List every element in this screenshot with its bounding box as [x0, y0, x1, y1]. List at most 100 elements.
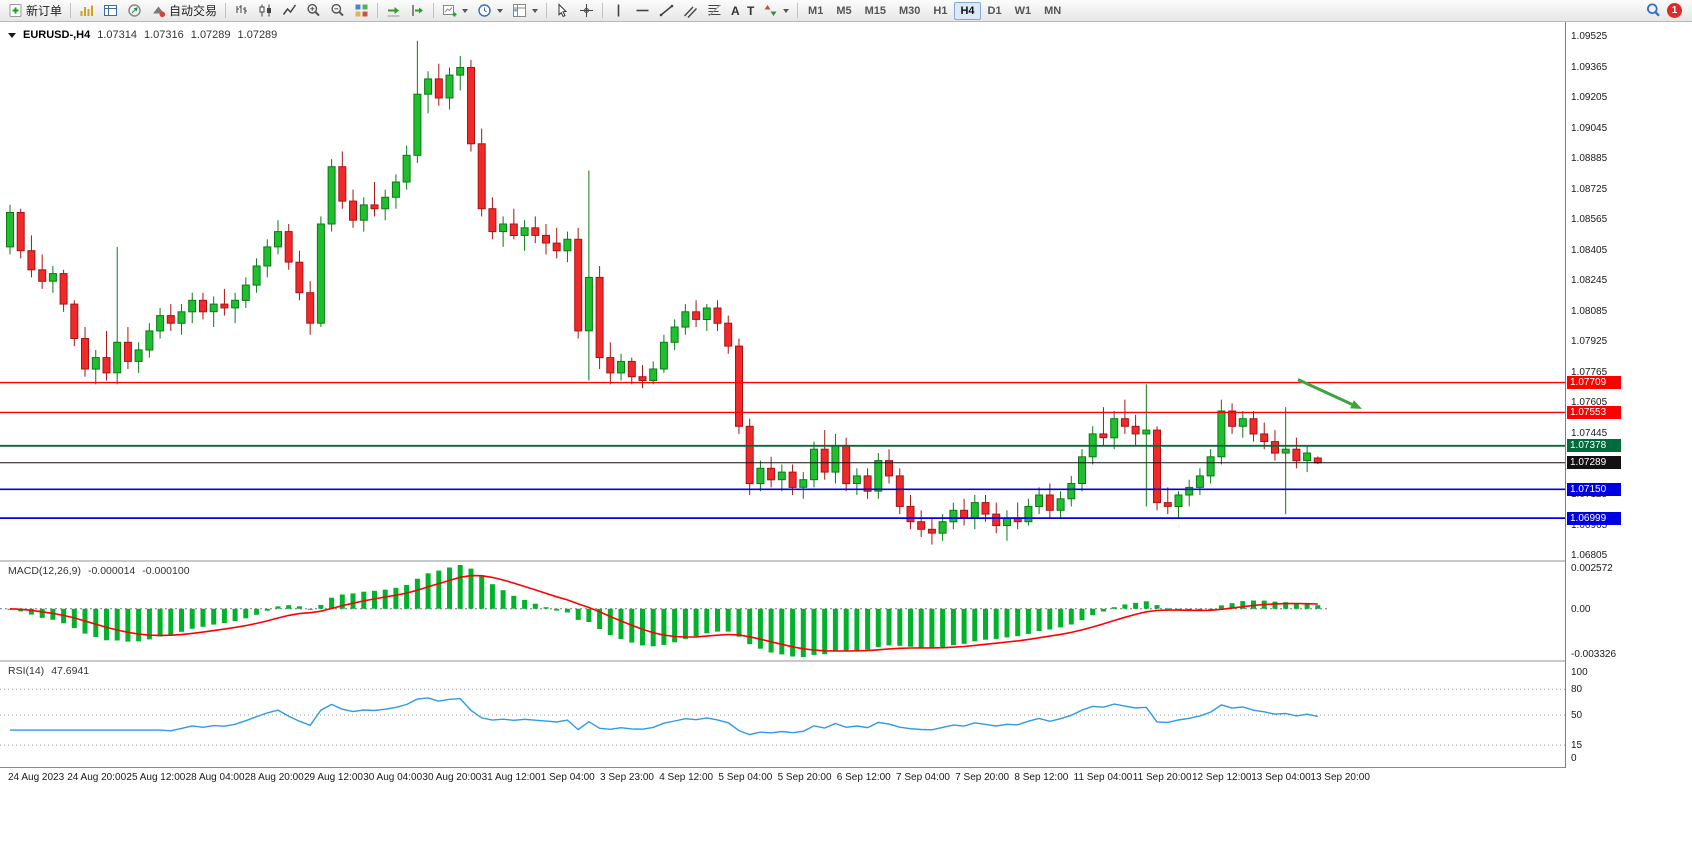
- candlestick-chart-icon[interactable]: [254, 1, 277, 20]
- time-axis[interactable]: 24 Aug 2023 24 Aug 20:00 25 Aug 12:00 28 Au…: [0, 770, 1692, 788]
- macd-histogram-bar: [1100, 608, 1106, 612]
- bear-candle: [1131, 425, 1140, 435]
- bull-candle: [413, 93, 422, 156]
- data-window-icon[interactable]: [99, 1, 122, 20]
- bear-candle: [981, 502, 990, 515]
- equidistant-channel-icon[interactable]: [679, 1, 702, 20]
- vertical-line-icon[interactable]: [607, 1, 630, 20]
- macd-histogram-bar: [1154, 605, 1160, 609]
- line-chart-icon[interactable]: [278, 1, 301, 20]
- tf-D1[interactable]: D1: [987, 4, 1002, 17]
- macd-histogram-bar: [146, 608, 152, 640]
- trendline-icon[interactable]: [655, 1, 678, 20]
- tf-H1[interactable]: H1: [933, 4, 948, 17]
- macd-axis-max: 0.002572: [1571, 563, 1613, 574]
- bull-candle: [702, 307, 711, 320]
- macd-histogram-bar: [768, 608, 774, 653]
- bear-candle: [338, 166, 347, 202]
- new-chart-button[interactable]: [438, 1, 472, 20]
- macd-histogram-bar: [682, 608, 688, 639]
- notification-badge[interactable]: 1: [1667, 3, 1682, 18]
- macd-histogram-bar: [232, 608, 238, 621]
- horizontal-line-icon[interactable]: [631, 1, 654, 20]
- zoom-in-icon[interactable]: [302, 1, 325, 20]
- bull-candle: [1067, 483, 1076, 500]
- price-axis[interactable]: 1.09525 1.09365 1.09205 1.09045 1.08885 1.087…: [1565, 22, 1692, 768]
- macd-histogram-bar: [575, 608, 581, 620]
- bar-chart-icon[interactable]: [230, 1, 253, 20]
- macd-pane[interactable]: [0, 562, 1565, 660]
- macd-histogram-bar: [661, 608, 667, 645]
- rsi-pane[interactable]: [0, 662, 1565, 766]
- tile-windows-icon[interactable]: [350, 1, 373, 20]
- bull-candle: [831, 444, 840, 473]
- macd-histogram-bar: [747, 608, 753, 645]
- crosshair-icon[interactable]: [575, 1, 598, 20]
- tf-MN[interactable]: MN: [1044, 4, 1062, 17]
- new-order-button[interactable]: 新订单: [4, 1, 66, 20]
- tf-H4[interactable]: H4: [954, 1, 981, 20]
- macd-histogram-bar: [1304, 604, 1310, 609]
- tf-M5[interactable]: M5: [836, 4, 852, 17]
- price-axis-label: 1.07605: [1571, 397, 1608, 409]
- pane-separator[interactable]: [0, 660, 1692, 662]
- arrows-tool-button[interactable]: [759, 1, 793, 20]
- macd-histogram-bar: [28, 608, 34, 615]
- time-axis-label: 4 Sep 12:00: [659, 772, 714, 783]
- pane-separator[interactable]: [0, 560, 1692, 562]
- ohlc-close: 1.07289: [237, 29, 278, 41]
- tf-M30[interactable]: M30: [899, 4, 921, 17]
- navigator-icon[interactable]: [123, 1, 146, 20]
- arrow-annotation[interactable]: [1297, 378, 1353, 406]
- macd-histogram-bar: [983, 608, 988, 640]
- bear-candle: [638, 376, 647, 382]
- chart-shift-icon[interactable]: [406, 1, 429, 20]
- macd-histogram-bar: [875, 608, 881, 647]
- bear-candle: [81, 338, 89, 370]
- cursor-icon[interactable]: [551, 1, 574, 20]
- periods-button[interactable]: [473, 1, 507, 20]
- bull-candle: [402, 154, 411, 183]
- macd-histogram-bar: [1058, 608, 1064, 628]
- tf-W1[interactable]: W1: [1014, 4, 1032, 17]
- price-chart-pane[interactable]: [0, 22, 1565, 560]
- one-click-trading-toggle-icon[interactable]: [8, 32, 16, 38]
- macd-histogram-bar: [1229, 603, 1235, 609]
- templates-button[interactable]: [508, 1, 542, 20]
- bull-candle: [1035, 494, 1044, 507]
- bear-candle: [199, 299, 207, 313]
- macd-axis-zero: 0.00: [1571, 603, 1591, 615]
- macd-histogram-bar: [1315, 605, 1321, 609]
- bear-candle: [16, 212, 25, 252]
- chevron-down-icon[interactable]: [532, 8, 539, 13]
- chevron-down-icon[interactable]: [783, 8, 790, 13]
- bull-candle: [670, 326, 679, 343]
- autotrading-button[interactable]: 自动交易: [147, 1, 221, 20]
- bear-candle: [1249, 418, 1258, 435]
- fibonacci-icon[interactable]: [703, 1, 726, 20]
- chevron-down-icon[interactable]: [462, 8, 469, 13]
- search-icon[interactable]: [1642, 1, 1665, 20]
- rsi-value: 47.6941: [51, 665, 90, 677]
- macd-histogram-bar: [650, 608, 656, 647]
- auto-scroll-icon[interactable]: [382, 1, 405, 20]
- text-label-tool-icon[interactable]: T: [747, 3, 755, 18]
- chevron-down-icon[interactable]: [497, 8, 504, 13]
- bear-candle: [595, 276, 604, 359]
- bull-candle: [156, 315, 165, 332]
- market-watch-icon[interactable]: [75, 1, 98, 20]
- macd-histogram-bar: [104, 608, 109, 641]
- toolbar-separator: [797, 3, 799, 18]
- macd-histogram-bar: [39, 608, 45, 618]
- bear-candle: [895, 475, 904, 507]
- bear-candle: [1045, 494, 1054, 511]
- tf-M15[interactable]: M15: [864, 4, 886, 17]
- zoom-out-icon[interactable]: [326, 1, 349, 20]
- bear-candle: [820, 448, 829, 473]
- macd-histogram-bar: [179, 608, 184, 632]
- tf-M1[interactable]: M1: [808, 4, 824, 17]
- bear-candle: [842, 444, 851, 485]
- macd-histogram-bar: [1293, 603, 1299, 609]
- text-tool-icon[interactable]: A: [731, 3, 740, 18]
- bear-candle: [1292, 448, 1301, 462]
